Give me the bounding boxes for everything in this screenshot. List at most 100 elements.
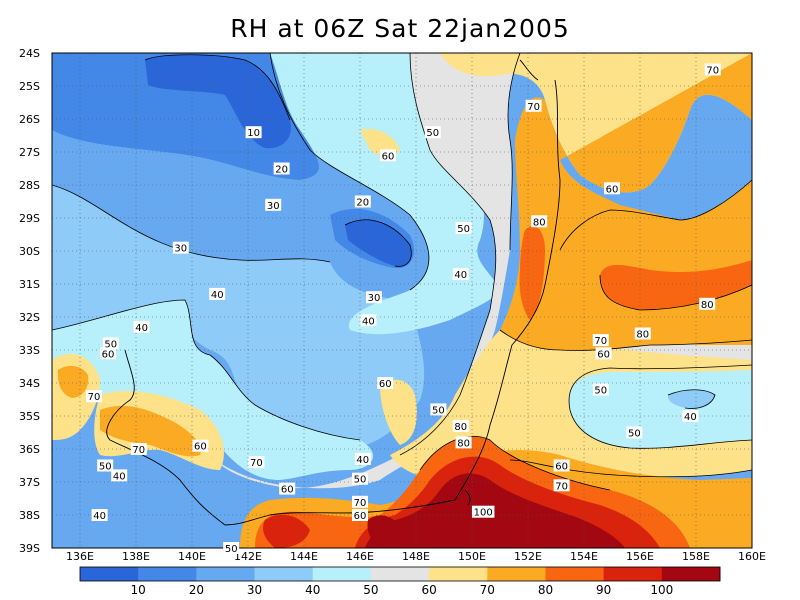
contour-label: 40 [133,320,150,334]
rh-band-30-40-east [667,389,715,409]
contour-label-text: 80 [533,217,546,228]
y-tick-label: 26S [19,113,40,126]
x-tick-label: 148E [402,550,430,563]
contour-label-bg [455,221,472,234]
contour-label-text: 60 [281,485,294,496]
contour-label: 50 [97,459,114,473]
colorbar-swatch [603,567,663,581]
contour-label-text: 30 [174,244,187,255]
rh-band-80-90-east [600,260,752,310]
contour-label-text: 40 [362,316,375,327]
x-tick-label: 150E [458,550,486,563]
contour-label-text: 40 [356,455,369,466]
contour-label: 70 [704,63,721,77]
contour-label: 100 [471,505,495,519]
contour-label-bg [525,99,542,112]
contour-label-text: 100 [474,508,493,519]
rh-band-90-100b [263,514,310,548]
x-tick-label: 152E [514,550,542,563]
rh-band-80-90-north [519,226,545,320]
contour-label-bg [279,482,296,495]
contour-label-bg [265,198,282,211]
colorbar-label: 60 [421,583,436,597]
colorbar-label: 40 [305,583,320,597]
contour-label-bg [452,268,469,281]
contour-label: 50 [626,426,643,440]
contour-label: 40 [360,314,377,327]
contour-label-bg [366,291,382,304]
contour-label-text: 20 [356,198,369,209]
y-tick-label: 34S [19,377,40,390]
colorbar-swatch [370,567,430,581]
y-tick-label: 31S [19,278,40,291]
contour-label: 40 [111,469,128,482]
contour-label-text: 70 [354,498,367,509]
contour-label: 50 [102,337,119,350]
contour-label: 40 [452,268,469,281]
contour-label-text: 50 [99,462,112,473]
y-tick-label: 25S [19,80,40,93]
contour-label-text: 80 [454,422,467,433]
contour-label-bg [102,337,119,350]
rh-band-50-60 [215,53,520,489]
y-tick-label: 27S [19,146,40,159]
contour-label-bg [245,126,262,139]
contour-label: 40 [209,287,226,301]
contour-label-text: 30 [267,201,280,212]
contour-label-bg [354,195,371,208]
colorbar-label: 50 [363,583,378,597]
contour-label: 60 [595,347,612,360]
contour-label-bg [360,314,377,327]
rh-band-below-10b [345,219,412,267]
contour-label-text: 50 [457,224,470,235]
contour-label-bg [354,452,371,465]
rh-band-above-100b [367,515,398,545]
colorbar-swatch [138,567,197,581]
colorbar-label: 70 [480,583,495,597]
contour-label-text: 20 [275,165,288,176]
contour-label-bg [130,443,147,455]
y-tick-label: 39S [19,542,40,555]
rh-band-70-80-w [57,365,89,398]
contour-label: 50 [424,126,441,139]
contour-label: 50 [223,542,240,555]
contour-label-bg [133,320,150,333]
contour-label: 60 [553,459,570,473]
contour-label: 70 [525,99,542,113]
contour-label-bg [352,509,368,521]
y-tick-label: 35S [19,410,40,423]
contour-label-bg [452,419,469,432]
y-tick-label: 37S [19,476,40,489]
contour-label: 20 [354,195,371,209]
contour-label-text: 60 [382,151,395,162]
contour-label-text: 40 [135,323,148,334]
contour-label: 40 [354,452,371,466]
contour-label-text: 60 [606,184,619,195]
rh-field [52,53,752,548]
contour-label-bg [604,182,620,195]
y-tick-label: 36S [19,443,40,456]
x-tick-labels: 136E 138E 140E 142E 144E 146E 148E 150E 152E 154E… [66,550,766,563]
contour-label: 80 [634,327,651,341]
contour-label-text: 10 [247,128,260,139]
y-tick-label: 30S [19,245,40,258]
contour-label: 60 [380,149,396,162]
contour-label: 40 [91,509,108,522]
contour-label-text: 70 [706,66,719,77]
contour-label: 70 [86,390,102,403]
contour-label-text: 40 [454,270,467,281]
contour-label: 70 [592,334,609,347]
x-tick-label: 142E [234,550,262,563]
x-tick-label: 156E [626,550,654,563]
rh-band-60-70-center [380,379,417,445]
contour-label-text: 60 [102,349,115,360]
colorbar-swatch [429,567,488,581]
contour-label-text: 70 [594,336,607,347]
contour-label-bg [682,410,699,422]
contour-label: 50 [455,221,472,235]
colorbar-label: 30 [247,583,262,597]
rh-band-below-10 [145,54,291,149]
contour-label-bg [553,459,570,472]
contour-label-bg [430,403,447,416]
x-tick-label: 136E [66,550,94,563]
